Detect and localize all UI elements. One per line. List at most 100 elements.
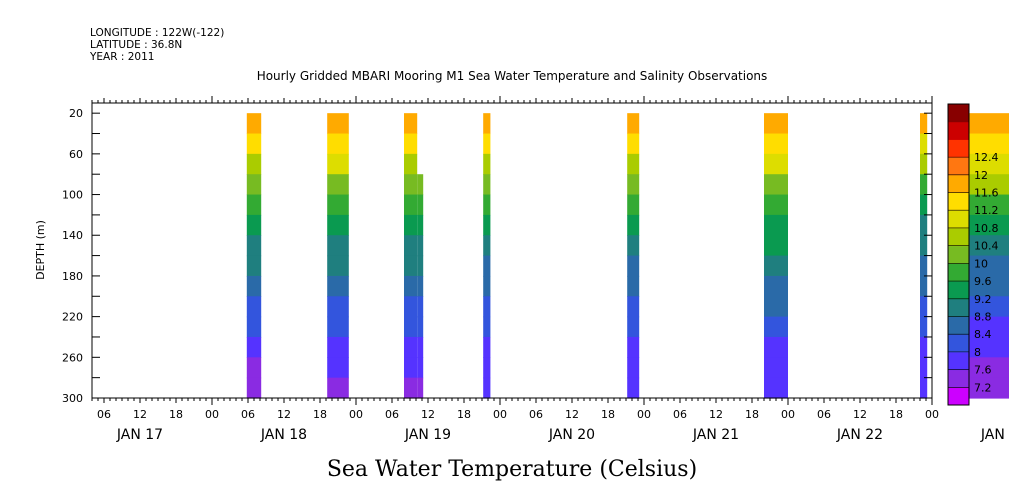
- colorbar-label: 8.4: [974, 328, 992, 341]
- profile-cell: [404, 194, 418, 216]
- profile-cell: [483, 235, 491, 257]
- day-label: JAN 18: [260, 427, 307, 443]
- profile-cell: [920, 357, 928, 379]
- x-tick-label: 00: [205, 408, 219, 421]
- profile-column: [327, 113, 349, 399]
- profile-cell: [627, 336, 640, 358]
- profile-cell: [327, 296, 349, 318]
- day-label: JAN 17: [116, 427, 163, 443]
- temperature-profiles: [246, 113, 1009, 399]
- colorbar-swatch: [948, 263, 969, 282]
- profile-cell: [764, 275, 788, 297]
- colorbar-label: 8.8: [974, 310, 992, 323]
- day-label: JAN 23: [980, 427, 1009, 443]
- x-tick-label: 18: [601, 408, 615, 421]
- profile-cell: [968, 275, 1009, 297]
- profile-cell: [483, 174, 491, 196]
- profile-cell: [483, 194, 491, 216]
- profile-cell: [764, 194, 788, 216]
- x-tick-label: 06: [529, 408, 543, 421]
- profile-column: [417, 174, 424, 399]
- profile-cell: [968, 255, 1009, 277]
- colorbar-swatch: [948, 227, 969, 247]
- day-label: JAN 20: [548, 427, 595, 443]
- profile-cell: [483, 336, 491, 358]
- colorbar-label: 7.6: [974, 364, 992, 377]
- profile-cell: [246, 255, 262, 277]
- colorbar-label: 8: [974, 346, 981, 359]
- x-tick-label: 12: [421, 408, 435, 421]
- y-tick-label: 140: [62, 229, 83, 242]
- profile-cell: [968, 357, 1009, 379]
- profile-cell: [327, 113, 349, 135]
- profile-cell: [627, 133, 640, 155]
- chart-title: Hourly Gridded MBARI Mooring M1 Sea Wate…: [257, 69, 768, 83]
- x-tick-label: 18: [457, 408, 471, 421]
- profile-cell: [764, 174, 788, 196]
- x-tick-label: 18: [313, 408, 327, 421]
- profile-cell: [627, 235, 640, 257]
- profile-cell: [483, 255, 491, 277]
- profile-cell: [968, 153, 1009, 175]
- colorbar-swatch: [948, 298, 969, 317]
- colorbar-label: 12.4: [974, 151, 999, 164]
- profile-cell: [764, 235, 788, 257]
- profile-cell: [764, 336, 788, 358]
- profile-cell: [968, 316, 1009, 338]
- profile-cell: [483, 153, 491, 175]
- profile-cell: [627, 214, 640, 236]
- profile-cell: [417, 316, 424, 338]
- profile-cell: [327, 214, 349, 236]
- profile-cell: [417, 296, 424, 318]
- profile-cell: [483, 357, 491, 379]
- x-axis: 06 12 18 00 06 12 18 00 06 12 18 00 06 12 18 00 06 12 18 00…: [91, 96, 1009, 443]
- x-tick-label: 00: [637, 408, 651, 421]
- plot-background: [92, 103, 932, 398]
- profile-cell: [246, 113, 262, 135]
- profile-cell: [483, 275, 491, 297]
- profile-column: [483, 113, 491, 399]
- profile-cell: [920, 113, 928, 135]
- profile-cell: [327, 235, 349, 257]
- profile-cell: [404, 255, 418, 277]
- profile-cell: [764, 133, 788, 155]
- y-tick-label: 220: [62, 311, 83, 324]
- profile-cell: [483, 214, 491, 236]
- colorbar-swatch: [948, 104, 969, 123]
- profile-cell: [246, 153, 262, 175]
- profile-cell: [968, 133, 1009, 155]
- profile-cell: [920, 255, 928, 277]
- colorbar-swatch: [948, 369, 969, 388]
- colorbar-frame: [947, 103, 970, 406]
- profile-cell: [764, 316, 788, 338]
- x-tick-label: 06: [385, 408, 399, 421]
- profile-column: [246, 113, 262, 399]
- profile-cell: [968, 113, 1009, 135]
- colorbar: 7.2 7.6 8 8.4 8.8 9.2 9.6 10 10.4 10.8 11.2 11.6 12 1…: [947, 103, 999, 406]
- colorbar-swatch: [948, 351, 969, 371]
- profile-column: [627, 113, 640, 399]
- x-tick-label: 06: [97, 408, 111, 421]
- colorbar-swatch: [948, 139, 969, 158]
- colorbar-label: 11.6: [974, 187, 999, 200]
- profile-cell: [404, 235, 418, 257]
- profile-cell: [968, 377, 1009, 399]
- profile-cell: [404, 357, 418, 379]
- profile-cell: [417, 377, 424, 399]
- profile-cell: [920, 194, 928, 216]
- profile-cell: [404, 153, 418, 175]
- profile-cell: [968, 214, 1009, 236]
- colorbar-label: 12: [974, 169, 988, 182]
- profile-cell: [764, 113, 788, 135]
- profile-cell: [417, 336, 424, 358]
- profile-cell: [327, 194, 349, 216]
- colorbar-swatch: [948, 157, 969, 176]
- x-tick-label: 12: [853, 408, 867, 421]
- profile-column: [764, 113, 788, 399]
- x-tick-label: 00: [349, 408, 363, 421]
- profile-cell: [417, 214, 424, 236]
- profile-cell: [417, 194, 424, 216]
- day-label: JAN 19: [404, 427, 451, 443]
- profile-cell: [246, 174, 262, 196]
- profile-cell: [627, 377, 640, 399]
